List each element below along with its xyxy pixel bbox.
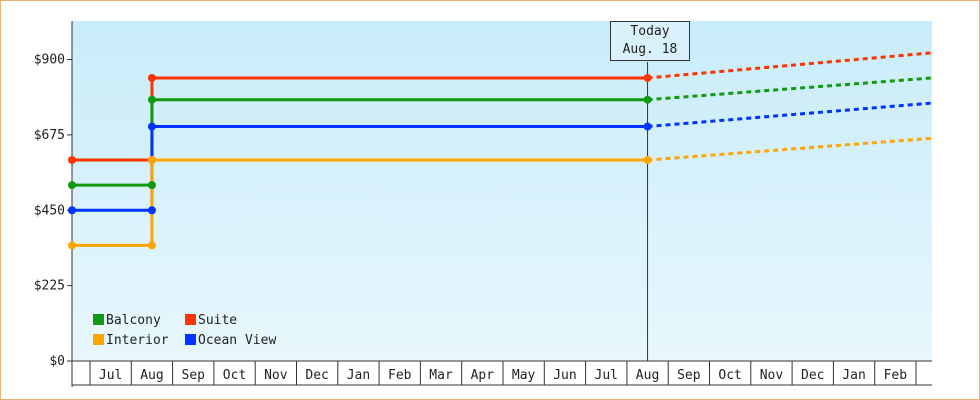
data-point-interior <box>147 241 156 250</box>
data-point-ocean-view <box>147 206 156 215</box>
data-point-ocean-view <box>147 122 156 131</box>
x-tick-label: Sep <box>182 368 206 383</box>
legend-label-balcony: Balcony <box>106 313 161 328</box>
data-point-ocean-view <box>68 206 76 215</box>
x-tick-label: Aug <box>636 368 659 383</box>
today-marker-label: Today Aug. 18 <box>610 21 690 61</box>
x-tick-label: May <box>512 368 536 383</box>
series-line-interior <box>72 158 648 247</box>
x-tick-label: Aug <box>140 368 163 383</box>
legend-swatch-ocean-view <box>185 334 196 345</box>
data-point-ocean-view <box>643 122 652 131</box>
y-tick-label: $225 <box>34 279 65 294</box>
legend-label-ocean-view: Ocean View <box>198 333 277 348</box>
legend-item-ocean-view: Ocean View <box>185 332 276 350</box>
data-point-suite <box>643 73 652 82</box>
legend-swatch-interior <box>93 334 104 345</box>
x-tick-label: Dec <box>305 368 328 383</box>
legend-item-balcony: Balcony <box>93 312 161 330</box>
data-point-interior <box>147 156 156 165</box>
data-point-interior <box>68 241 76 250</box>
x-tick-label: Oct <box>718 368 741 383</box>
series-projection-suite <box>647 51 933 80</box>
x-tick-label: Nov <box>264 368 288 383</box>
today-date: Aug. 18 <box>622 42 678 57</box>
x-tick-label: Nov <box>760 368 784 383</box>
x-tick-label: Apr <box>471 368 495 383</box>
legend-item-suite: Suite <box>185 312 237 330</box>
legend-swatch-suite <box>185 314 196 325</box>
x-tick-label: Oct <box>223 368 246 383</box>
x-tick-label: Jul <box>99 368 122 383</box>
legend-swatch-balcony <box>93 314 104 325</box>
data-point-balcony <box>147 95 156 104</box>
y-tick-label: $0 <box>49 354 65 369</box>
plot-area <box>72 21 932 361</box>
series-projection-interior <box>647 136 933 162</box>
data-point-balcony <box>68 181 76 190</box>
x-tick-label: Feb <box>388 368 412 383</box>
x-tick-label: Feb <box>884 368 908 383</box>
x-tick-label: Dec <box>801 368 824 383</box>
data-point-suite <box>147 73 156 82</box>
x-tick-label: Jan <box>842 368 865 383</box>
series-projection-ocean-view <box>647 101 933 129</box>
x-tick-label: Mar <box>429 368 453 383</box>
x-tick-label: Jul <box>595 368 618 383</box>
data-point-suite <box>68 156 76 165</box>
y-tick-label: $675 <box>34 128 65 143</box>
x-tick-label: Sep <box>677 368 701 383</box>
data-point-balcony <box>643 95 652 104</box>
series-projection-balcony <box>647 76 933 102</box>
x-tick-label: Jan <box>347 368 370 383</box>
today-title: Today <box>630 24 670 39</box>
x-tick-label: Jun <box>553 368 576 383</box>
y-tick-label: $450 <box>34 203 65 218</box>
y-tick-label: $900 <box>34 53 65 68</box>
data-point-interior <box>643 156 652 165</box>
legend-item-interior: Interior <box>93 332 169 350</box>
legend-label-suite: Suite <box>198 313 238 328</box>
legend-label-interior: Interior <box>106 333 169 348</box>
data-point-balcony <box>147 181 156 190</box>
legend: Balcony Suite Interior Ocean View <box>93 312 303 352</box>
